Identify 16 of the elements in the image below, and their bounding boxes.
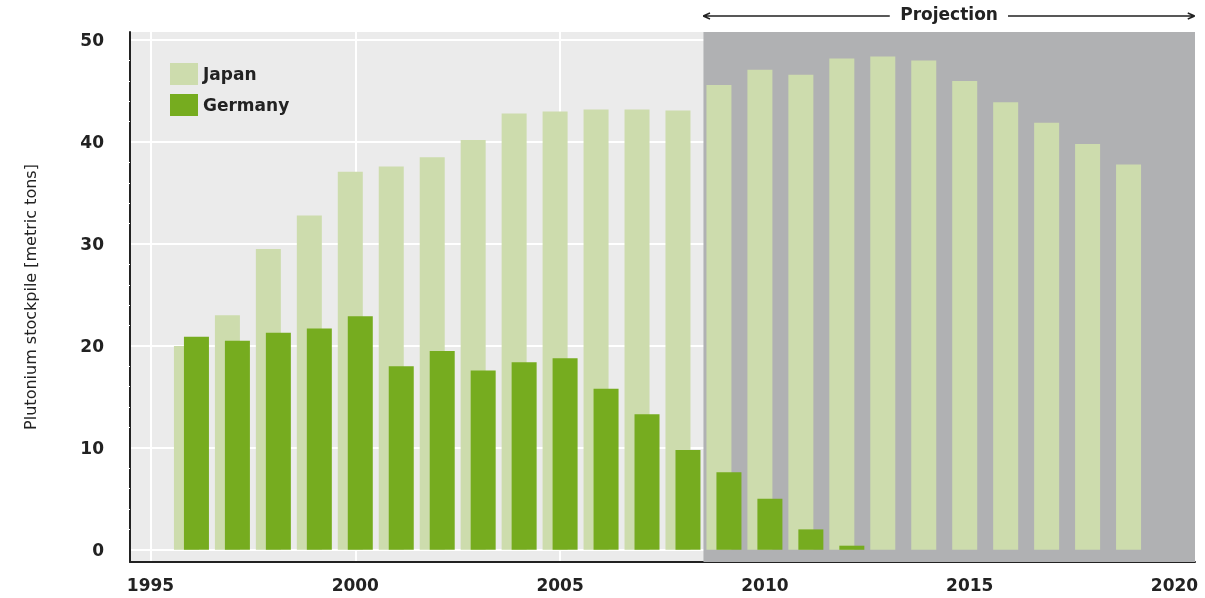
x-tick-label: 2005	[536, 574, 584, 595]
band-label: Projection	[890, 4, 1008, 24]
y-tick-label: 20	[80, 335, 105, 356]
x-tick-label: 2020	[1150, 574, 1199, 595]
y-tick-label: 40	[80, 132, 105, 153]
legend-label: Germany	[203, 95, 290, 115]
x-tick-label: 2015	[946, 574, 994, 595]
y-tick-label: 10	[80, 437, 105, 458]
legend-label: Japan	[202, 64, 257, 84]
x-tick-label: 2010	[741, 574, 789, 595]
y-axis-title: Plutonium stockpile [metric tons]	[20, 164, 40, 430]
x-tick-label: 2000	[331, 574, 380, 595]
x-tick-label: 1995	[126, 574, 175, 595]
y-tick-label: 30	[80, 234, 105, 254]
y-tick-label: 50	[80, 30, 105, 51]
y-tick-label: 0	[92, 539, 105, 560]
